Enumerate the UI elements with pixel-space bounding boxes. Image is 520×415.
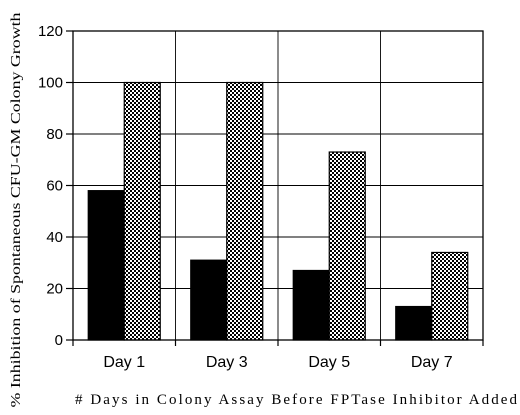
bar-series-2-day-7: [431, 251, 469, 341]
y-tick-label: 0: [55, 332, 63, 349]
bar-series-2-day-1: [123, 81, 161, 341]
bar-series-2-day-5: [328, 151, 366, 341]
y-axis-ticks: 0 20 40 60 80 100 120: [38, 23, 484, 349]
x-category-label: Day 1: [103, 354, 145, 371]
y-tick-label: 120: [38, 23, 63, 40]
y-tick-label: 100: [38, 75, 63, 92]
bar-series-1-day-5: [292, 269, 330, 341]
y-tick-label: 80: [46, 126, 63, 143]
bar-series-1-day-7: [395, 305, 433, 341]
x-category-label: Day 7: [411, 354, 453, 371]
bars: [87, 81, 469, 341]
y-tick-label: 40: [46, 229, 63, 246]
y-tick-label: 60: [46, 178, 63, 195]
y-axis-title: % Inhibition of Spontaneous CFU-GM Colon…: [9, 13, 24, 408]
x-axis-categories: Day 1 Day 3 Day 5 Day 7: [103, 354, 452, 371]
bar-series-2-day-3: [226, 81, 264, 341]
bar-series-1-day-3: [190, 259, 228, 341]
bar-series-1-day-1: [87, 190, 125, 341]
y-tick-label: 20: [46, 281, 63, 298]
x-category-label: Day 3: [206, 354, 248, 371]
x-category-label: Day 5: [308, 354, 350, 371]
x-axis-title: # Days in Colony Assay Before FPTase Inh…: [75, 392, 517, 408]
